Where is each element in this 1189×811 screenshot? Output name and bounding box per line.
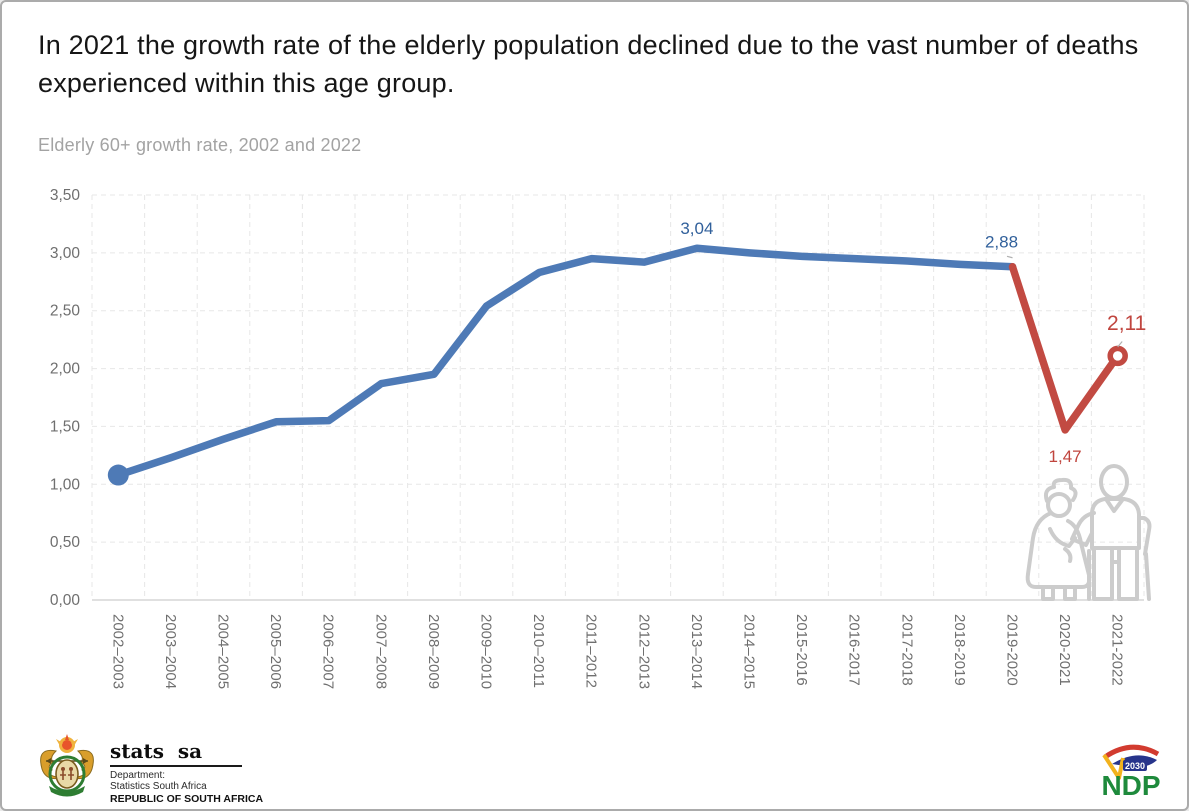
end-point-open-marker (1107, 345, 1128, 367)
y-tick-label: 3,00 (50, 245, 81, 262)
x-tick-label: 2020-2021 (1056, 614, 1073, 686)
statssa-divider (110, 765, 242, 767)
page-title: In 2021 the growth rate of the elderly p… (38, 30, 1139, 98)
x-tick-label: 2018-2019 (951, 614, 968, 686)
x-tick-label: 2004–2005 (215, 614, 232, 689)
data-point-label: 1,47 (1049, 447, 1082, 466)
x-tick-label: 2010–2011 (530, 614, 547, 688)
x-tick-label: 2015-2016 (793, 614, 810, 686)
x-tick-label: 2011–2012 (583, 614, 600, 688)
x-tick-label: 2006–2007 (320, 614, 337, 689)
x-tick-label: 2019-2020 (1004, 614, 1021, 686)
x-tick-label: 2016-2017 (846, 614, 863, 686)
statssa-dept-name: Statistics South Africa (110, 781, 207, 792)
series-blue (114, 244, 1017, 479)
statssa-wordmark: stats sa (110, 739, 203, 763)
y-tick-label: 2,50 (50, 303, 81, 320)
statssa-dept-label: Department: (110, 770, 166, 781)
statssa-logo-block: stats sa Department: Statistics South Af… (36, 733, 263, 805)
x-tick-label: 2005–2006 (267, 614, 284, 689)
y-tick-label: 2,00 (50, 361, 81, 378)
x-tick-label: 2002–2003 (109, 614, 126, 689)
x-tick-label: 2007–2008 (372, 614, 389, 689)
y-tick-label: 1,00 (50, 476, 81, 493)
ndp-year: 2030 (1125, 761, 1145, 771)
ndp-2030-logo: 2030 NDP (1100, 739, 1162, 801)
x-tick-label: 2021-2022 (1109, 614, 1126, 686)
ndp-abbr: NDP (1101, 770, 1160, 801)
elderly-couple-icon (1025, 464, 1152, 601)
x-tick-label: 2003–2004 (162, 614, 179, 689)
start-point-marker (107, 464, 129, 486)
y-tick-label: 3,50 (50, 187, 81, 204)
data-point-label: 3,04 (680, 219, 713, 238)
y-tick-label: 1,50 (50, 418, 81, 435)
x-tick-label: 2014–2015 (741, 614, 758, 689)
x-tick-label: 2013–2014 (688, 614, 705, 689)
x-tick-label: 2008–2009 (425, 614, 442, 689)
x-tick-label: 2009–2010 (478, 614, 495, 689)
y-tick-label: 0,00 (50, 592, 81, 609)
label-leader-line (1117, 341, 1123, 348)
y-tick-label: 0,50 (50, 534, 81, 551)
data-point-label: 2,88 (985, 233, 1018, 252)
data-point-label: 2,11 (1107, 312, 1146, 335)
statssa-country: REPUBLIC OF SOUTH AFRICA (110, 793, 264, 805)
label-leader-line (1006, 255, 1013, 259)
series-red (1008, 262, 1122, 434)
x-tick-label: 2017-2018 (898, 614, 915, 686)
chart-subtitle: Elderly 60+ growth rate, 2002 and 2022 (38, 135, 362, 155)
x-tick-label: 2012–2013 (635, 614, 652, 689)
sa-coat-of-arms-logo (40, 734, 94, 797)
